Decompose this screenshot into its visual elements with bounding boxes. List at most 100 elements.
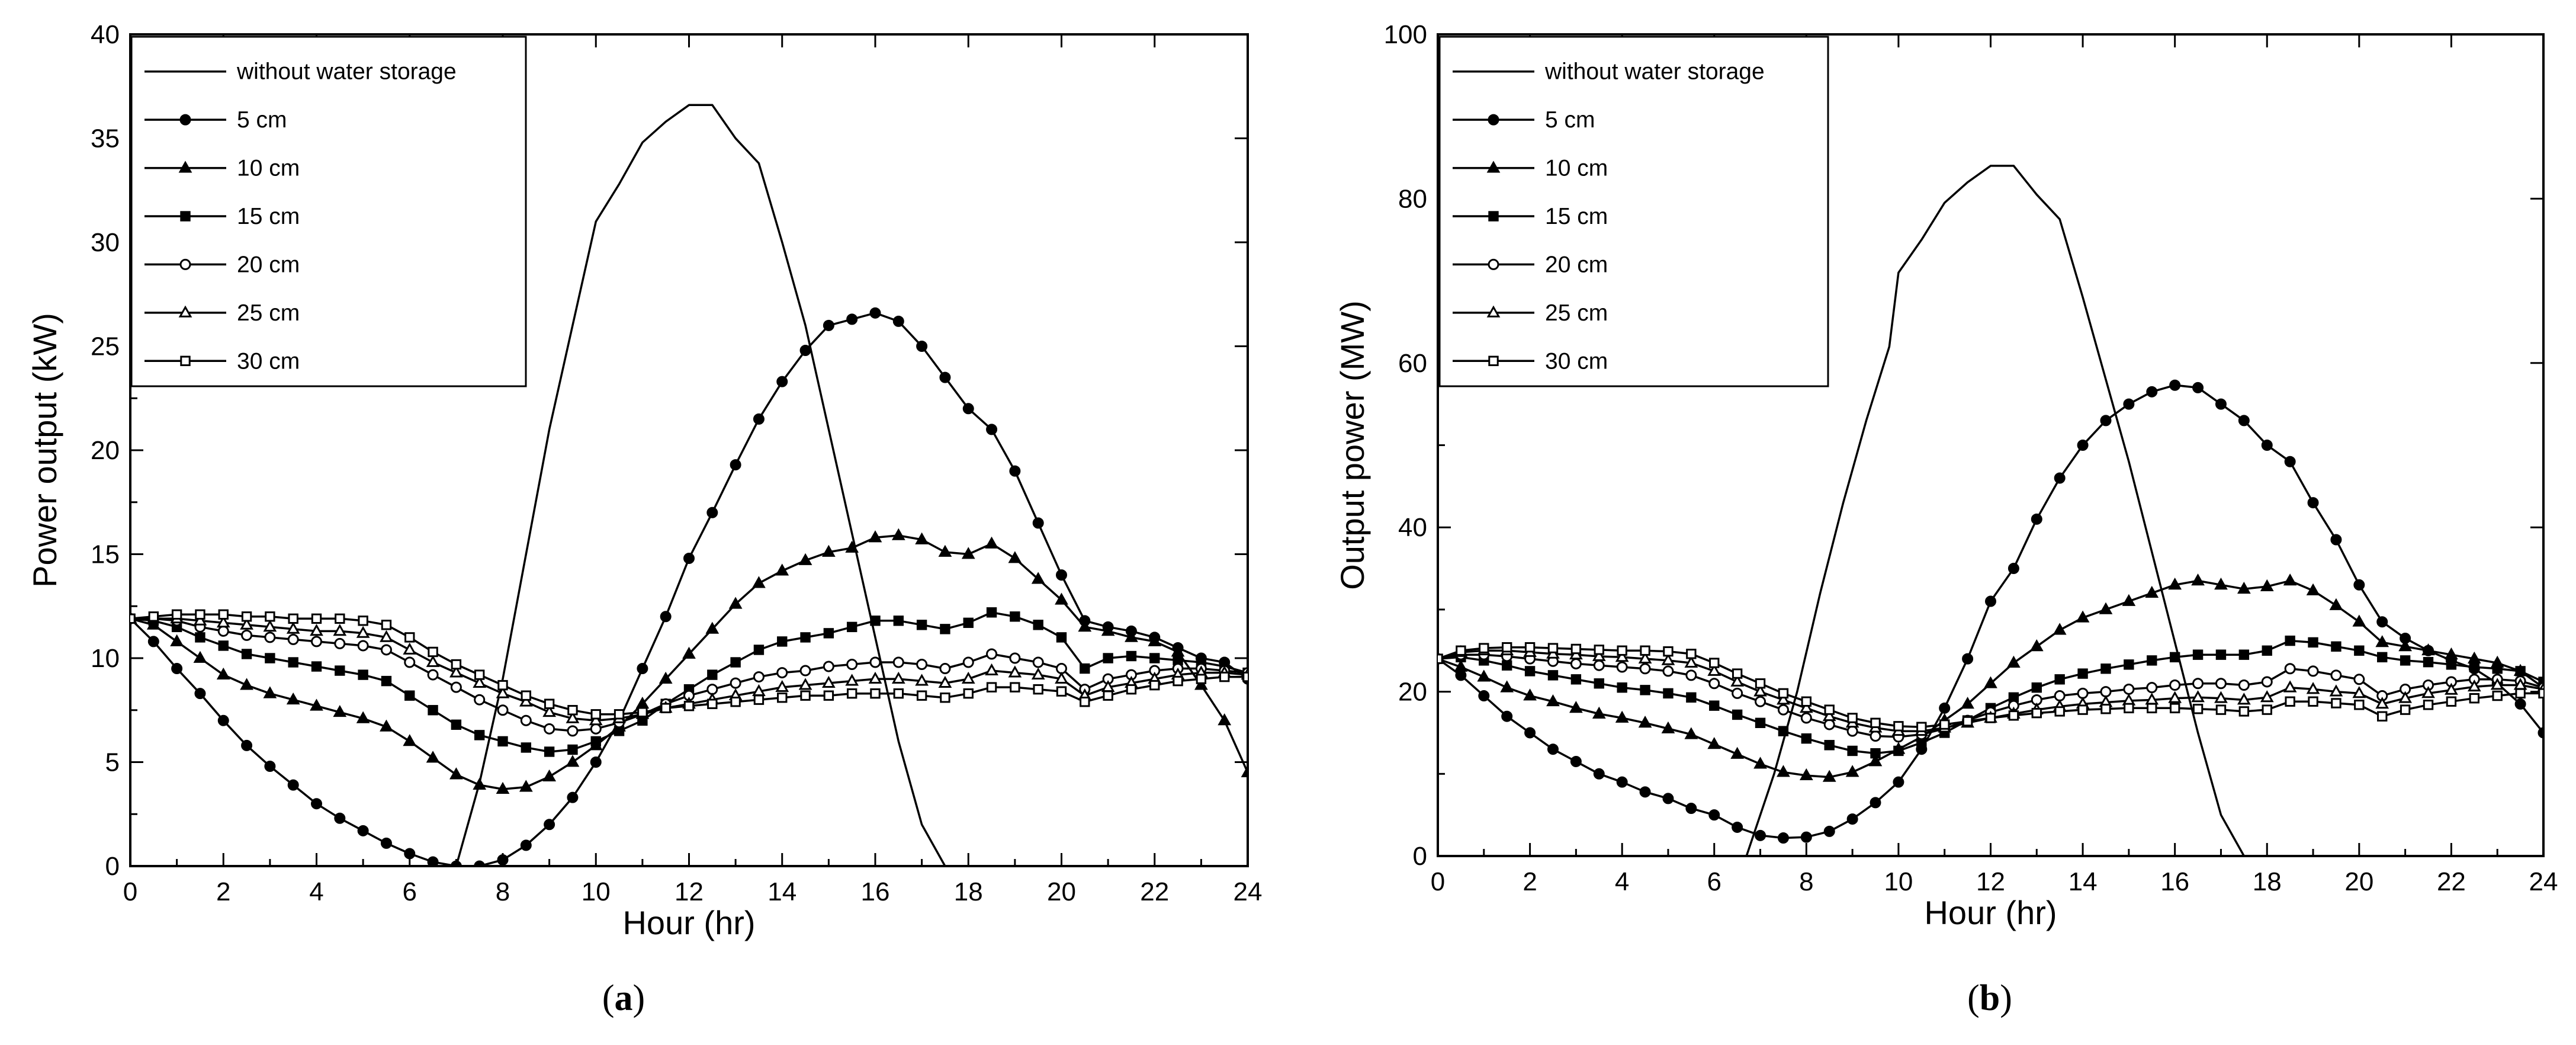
data-point <box>474 694 486 706</box>
data-point <box>1799 701 1813 713</box>
data-point <box>1456 645 1466 656</box>
data-point <box>2215 398 2227 410</box>
data-point <box>1730 674 1745 687</box>
data-point <box>1799 768 1813 780</box>
data-point <box>287 633 299 645</box>
data-point <box>496 686 510 698</box>
data-point <box>846 621 857 633</box>
data-point <box>1010 611 1020 622</box>
data-point <box>892 315 904 327</box>
data-point <box>520 839 532 851</box>
data-point <box>567 791 579 803</box>
data-point <box>544 698 555 709</box>
data-point <box>845 674 859 686</box>
data-point <box>1640 685 1650 695</box>
data-point <box>1477 669 1491 682</box>
data-point <box>497 854 509 866</box>
y-tick-label: 100 <box>1384 20 1427 49</box>
data-point <box>1570 755 1582 767</box>
data-point <box>287 779 299 791</box>
data-point <box>869 307 881 319</box>
legend-marker <box>1488 258 1499 270</box>
data-point <box>2261 676 2273 688</box>
data-point <box>2283 680 2297 693</box>
data-point <box>590 756 602 768</box>
data-point <box>2031 513 2042 525</box>
data-point <box>916 341 928 352</box>
data-point <box>730 697 741 707</box>
x-axis-label: Hour (hr) <box>1924 894 2057 931</box>
data-point <box>1454 659 1468 672</box>
data-point <box>311 636 322 647</box>
data-point <box>2123 683 2135 695</box>
y-tick-label: 0 <box>1413 842 1427 871</box>
data-point <box>335 613 345 624</box>
data-point <box>241 629 253 641</box>
data-point <box>1778 726 1789 736</box>
legend-marker <box>178 161 192 173</box>
data-point <box>938 544 952 557</box>
data-point <box>567 705 578 716</box>
data-point <box>1010 682 1020 693</box>
y-tick-label: 20 <box>1398 678 1427 707</box>
data-point <box>1662 793 1674 804</box>
data-point <box>728 597 743 609</box>
data-point <box>1822 770 1836 782</box>
y-tick-label: 25 <box>91 332 120 361</box>
data-point <box>241 649 252 659</box>
data-point <box>195 609 205 620</box>
data-point <box>217 625 229 637</box>
legend-label: 25 cm <box>237 300 300 326</box>
data-point <box>707 669 718 680</box>
data-point <box>2375 697 2389 709</box>
data-point <box>2214 578 2228 590</box>
x-tick-label: 16 <box>861 877 890 906</box>
data-point <box>2353 579 2365 591</box>
data-point <box>823 690 834 701</box>
series-5-cm <box>1438 379 2543 844</box>
data-point <box>2145 585 2159 598</box>
data-point <box>566 711 580 723</box>
data-point <box>1056 569 1067 581</box>
data-point <box>1870 730 1881 742</box>
data-point <box>358 616 368 626</box>
legend-marker <box>180 211 191 222</box>
data-point <box>1615 650 1629 662</box>
caption-paren-close: ) <box>2000 978 2012 1018</box>
data-point <box>1847 713 1858 723</box>
x-tick-label: 22 <box>1140 877 1169 906</box>
legend-item: 25 cm <box>1453 300 1608 326</box>
caption-paren-close: ) <box>633 978 645 1018</box>
data-point <box>2492 663 2503 674</box>
data-point <box>1055 671 1068 684</box>
x-tick-label: 24 <box>2529 867 2558 896</box>
data-point <box>800 632 811 643</box>
data-point <box>427 856 439 866</box>
x-tick-label: 8 <box>496 877 510 906</box>
series-line <box>1438 384 2543 839</box>
data-point <box>1985 595 1996 607</box>
data-point <box>730 657 741 668</box>
data-point <box>2099 602 2113 614</box>
data-point <box>1196 674 1207 684</box>
legend-item: 5 cm <box>144 107 287 133</box>
legend-box <box>130 36 527 387</box>
y-axis-label: Power output (kW) <box>26 313 63 588</box>
data-point <box>2307 497 2319 509</box>
panel-caption: (b) <box>1967 978 2012 1018</box>
data-point <box>1056 632 1067 643</box>
data-point <box>2330 669 2342 681</box>
data-point <box>1033 684 1043 695</box>
data-point <box>2238 649 2250 660</box>
series-10-cm <box>1438 573 2543 782</box>
legend-item: 15 cm <box>144 204 300 229</box>
data-point <box>381 620 392 630</box>
y-tick-label: 15 <box>91 540 120 569</box>
data-point <box>893 688 904 699</box>
data-point <box>1801 696 1812 707</box>
data-point <box>2007 655 2021 668</box>
data-point <box>216 616 230 628</box>
data-point <box>1080 697 1090 707</box>
data-point <box>2330 534 2342 546</box>
